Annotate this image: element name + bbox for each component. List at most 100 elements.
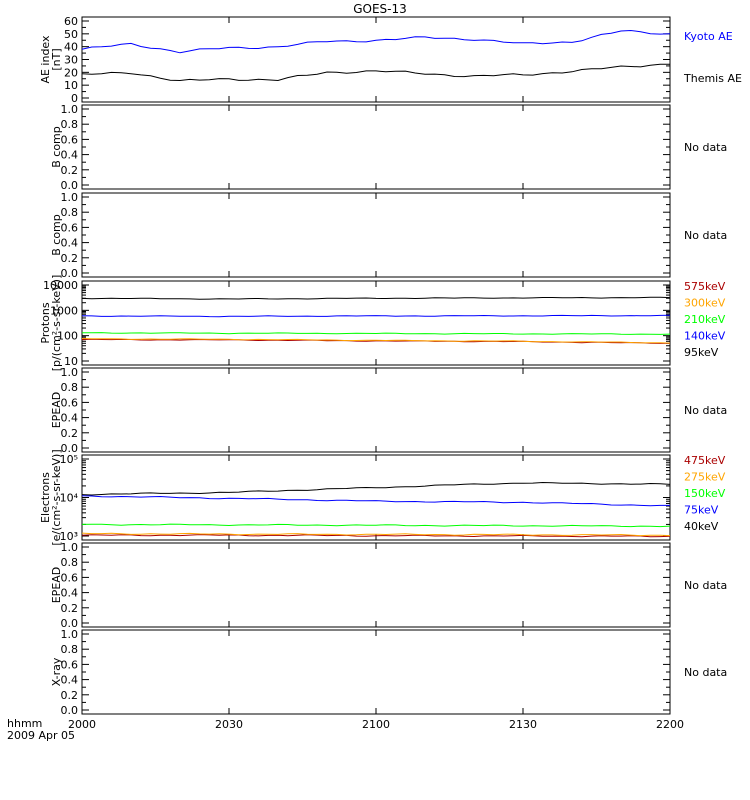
ytick-label: 0.0 xyxy=(61,442,79,455)
ytick-label: 0.2 xyxy=(61,602,79,615)
legend-entry: Kyoto AE xyxy=(684,30,733,43)
ytick-label: 0.6 xyxy=(61,133,79,146)
panel-xray: 0.0 0.2 0.4 0.6 0.8 1.0 X-ray No data xyxy=(50,628,727,717)
panel-frame xyxy=(81,192,671,278)
ytick-label: 0.8 xyxy=(61,118,79,131)
ytick-label: 0.0 xyxy=(61,267,79,280)
ytick-label: 60 xyxy=(64,15,78,28)
series-line-210kev xyxy=(81,332,671,335)
series-line-75kev xyxy=(81,495,670,507)
ytick-label: 0.6 xyxy=(61,571,79,584)
ytick-label: 0.2 xyxy=(61,689,79,702)
series-line-150kev xyxy=(81,523,671,528)
legend-entry: 275keV xyxy=(684,471,726,484)
panel-frame xyxy=(81,367,671,453)
ylabel-line: B comp xyxy=(50,214,63,256)
ytick-label: 0.6 xyxy=(61,396,79,409)
ytick-label: 10 xyxy=(64,355,78,368)
ytick-label: 0.4 xyxy=(61,674,79,687)
time-tick-label: 2000 xyxy=(68,718,96,731)
no-data-label: No data xyxy=(684,404,727,417)
ytick-label: 1.0 xyxy=(61,191,79,204)
series-line-40kev xyxy=(81,481,671,496)
legend-entry: 575keV xyxy=(684,280,726,293)
ytick-label: 10³ xyxy=(60,530,78,543)
legend-entry: 40keV xyxy=(684,520,719,533)
panel-epead2: 0.0 0.2 0.4 0.6 0.8 1.0 EPEAD No data xyxy=(50,541,727,630)
ytick-label: 1.0 xyxy=(61,541,79,554)
ytick-label: 0.6 xyxy=(61,221,79,234)
series-line-275kev xyxy=(81,532,671,537)
no-data-label: No data xyxy=(684,229,727,242)
ytick-label: 1.0 xyxy=(61,366,79,379)
ytick-label: 0 xyxy=(71,92,78,105)
panel-frame xyxy=(81,542,671,628)
no-data-label: No data xyxy=(684,666,727,679)
legend-entry: 300keV xyxy=(684,297,726,310)
ylabel-line: [p/(cm²-s-sr-keV)] xyxy=(50,275,63,372)
ylabel-line: [nT] xyxy=(50,48,63,70)
series-line-475kev xyxy=(81,534,671,538)
ytick-label: 100 xyxy=(57,330,78,343)
legend-entry: 95keV xyxy=(684,346,719,359)
legend-entry: 140keV xyxy=(684,330,726,343)
ytick-label: 10⁵ xyxy=(60,453,78,466)
ytick-label: 30 xyxy=(64,54,78,67)
ylabel-line: Electrons xyxy=(39,472,52,523)
panel-electrons: 10³ 10⁴ 10⁵ Electrons[e/(cm²-s-sr-keV)] 475k… xyxy=(39,449,726,545)
series-line-95kev xyxy=(81,296,671,300)
panel-frame xyxy=(81,16,671,103)
time-axis: 2000 2030 2100 2130 2200 xyxy=(68,718,684,731)
ylabel-line: AE index xyxy=(39,35,52,84)
panel-epead1: 0.0 0.2 0.4 0.6 0.8 1.0 EPEAD No data xyxy=(50,366,727,455)
ytick-label: 0.0 xyxy=(61,704,79,717)
panel-frame xyxy=(81,280,671,366)
ylabel-line: [e/(cm²-s-sr-keV)] xyxy=(50,449,63,545)
date-label: 2009 Apr 05 xyxy=(7,729,75,742)
ytick-label: 10 xyxy=(64,79,78,92)
ytick-label: 0.8 xyxy=(61,381,79,394)
ytick-label: 0.4 xyxy=(61,237,79,250)
ylabel-line: EPEAD xyxy=(50,567,63,604)
ylabel-line: X-ray xyxy=(50,657,63,686)
ytick-label: 0.4 xyxy=(61,587,79,600)
ytick-label: 40 xyxy=(64,41,78,54)
ytick-label: 0.2 xyxy=(61,164,79,177)
ytick-label: 50 xyxy=(64,28,78,41)
ytick-label: 0.8 xyxy=(61,206,79,219)
ytick-label: 1000 xyxy=(50,304,78,317)
ytick-label: 0.2 xyxy=(61,427,79,440)
series-line-themis-ae xyxy=(81,63,671,82)
no-data-label: No data xyxy=(684,141,727,154)
ytick-label: 0.6 xyxy=(61,658,79,671)
time-tick-label: 2130 xyxy=(509,718,537,731)
legend-entry: Themis AE xyxy=(683,72,742,85)
ytick-label: 0.0 xyxy=(61,617,79,630)
panel-bcomp1: 0.0 0.2 0.4 0.6 0.8 1.0 B comp No data xyxy=(50,103,727,192)
chart-title: GOES-13 xyxy=(353,2,407,16)
ytick-label: 0.4 xyxy=(61,149,79,162)
time-left-label: hhmm xyxy=(7,717,42,730)
ytick-label: 10⁴ xyxy=(60,492,79,505)
ytick-label: 0.2 xyxy=(61,252,79,265)
legend-entry: 210keV xyxy=(684,313,726,326)
ytick-label: 1.0 xyxy=(61,628,79,641)
time-tick-label: 2030 xyxy=(215,718,243,731)
ytick-label: 1.0 xyxy=(61,103,79,116)
series-line-kyoto-ae xyxy=(81,29,671,54)
legend-entry: 475keV xyxy=(684,454,726,467)
ylabel-line: EPEAD xyxy=(50,392,63,429)
series-line-300kev xyxy=(81,338,671,344)
panel-frame xyxy=(81,104,671,190)
legend-entry: 150keV xyxy=(684,487,726,500)
ytick-label: 0.8 xyxy=(61,643,79,656)
time-tick-label: 2100 xyxy=(362,718,390,731)
ytick-label: 20 xyxy=(64,66,78,79)
legend-entry: 75keV xyxy=(684,504,719,517)
series-line-140kev xyxy=(81,314,671,318)
time-tick-label: 2200 xyxy=(656,718,684,731)
panel-bcomp2: 0.0 0.2 0.4 0.6 0.8 1.0 B comp No data xyxy=(50,191,727,280)
panel-protons: 10 100 1000 10000 Protons[p/(cm²-s-sr-keV)] 5… xyxy=(39,275,726,372)
